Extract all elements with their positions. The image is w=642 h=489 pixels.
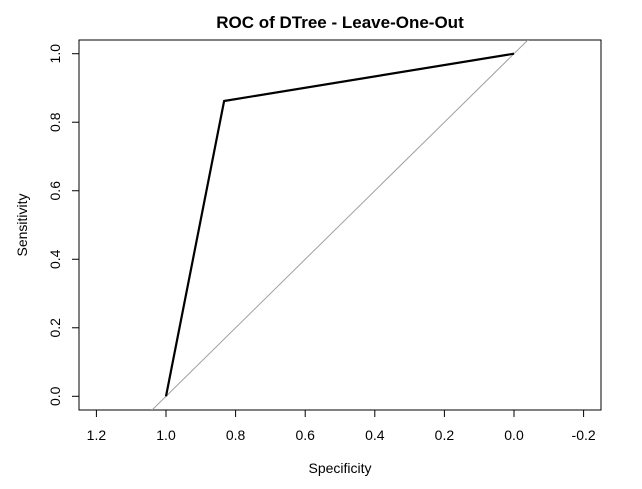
x-tick-label: 0.4 [365,427,385,443]
x-tick-label: 1.2 [87,427,107,443]
series-layer [164,52,515,397]
x-axis-label: Specificity [308,460,371,476]
y-axis-label: Sensitivity [14,193,30,256]
x-tick-label: 0.8 [226,427,246,443]
chart-title: ROC of DTree - Leave-One-Out [216,13,464,32]
y-tick-label: 0.0 [47,386,63,406]
roc-curve-line [164,52,515,397]
x-tick-label: 1.0 [156,427,176,443]
y-axis: 0.0 0.2 0.4 0.6 0.8 1.0 [47,44,80,406]
y-tick-label: 0.2 [47,318,63,338]
plot-area [151,40,529,410]
y-tick-label: 0.4 [47,249,63,269]
y-tick-label: 1.0 [47,44,63,64]
x-tick-label: 0.6 [295,427,315,443]
y-tick-label: 0.6 [47,181,63,201]
y-tick-label: 0.8 [47,112,63,132]
x-axis: 1.2 1.0 0.8 0.6 0.4 0.2 0.0 -0.2 [87,409,596,443]
x-tick-label: -0.2 [572,427,596,443]
x-tick-label: 0.2 [435,427,455,443]
x-tick-label: 0.0 [504,427,524,443]
